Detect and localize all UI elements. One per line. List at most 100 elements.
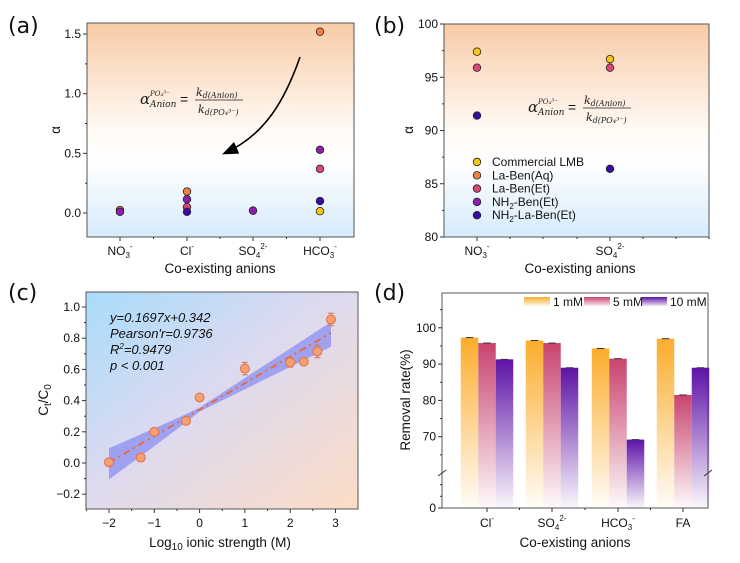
- data-point: [182, 195, 192, 204]
- data-point: [181, 415, 192, 426]
- plot-area-a: [86, 22, 355, 238]
- stats-text-c: y=0.1697x+0.342Pearson'r=0.9736R2=0.9479…: [109, 310, 213, 373]
- legend-label: 5 mM: [613, 295, 643, 309]
- legend-label: 1 mM: [553, 295, 583, 309]
- x-tick-label: 0: [196, 516, 203, 530]
- legend-label: 10 mM: [670, 295, 707, 309]
- y-tick-label: 0.4: [63, 394, 80, 408]
- y-tick-label: 0: [429, 501, 436, 515]
- y-axis-label-b: α: [401, 126, 416, 134]
- stat-line: R2=0.9479: [110, 342, 171, 357]
- legend-swatch: [641, 297, 667, 306]
- data-point: [312, 346, 323, 357]
- panel-c: (c) −0.2 0.0 0.2 0.4 0.6 0.8 1.0 −2 −1 0 1 2 3 y=0.…: [8, 281, 359, 553]
- x-tick-label: SO42-: [596, 242, 625, 260]
- x-tick-label: 1: [242, 516, 249, 530]
- data-point: [605, 63, 615, 72]
- bar: [543, 343, 561, 508]
- x-tick-label: FA: [676, 516, 691, 530]
- y-tick-label: 1.5: [64, 27, 81, 41]
- bar: [525, 340, 544, 508]
- y-tick-label: 90: [425, 124, 439, 138]
- y-tick-label: 100: [418, 17, 438, 31]
- data-point: [182, 187, 192, 196]
- bar: [674, 394, 692, 508]
- x-tick-label: HCO3-: [303, 242, 337, 260]
- y-axis-label-d: Removal rate(%): [398, 349, 413, 450]
- data-point: [315, 164, 325, 174]
- data-point: [194, 392, 205, 403]
- data-point: [104, 457, 114, 468]
- y-tick-label: 70: [423, 430, 437, 444]
- x-axis-label-c: Log10 ionic strength (M): [149, 535, 291, 553]
- panel-label-c: (c): [8, 281, 37, 306]
- legend-label: Commercial LMB: [492, 155, 584, 169]
- panel-label-a: (a): [8, 14, 39, 39]
- formula-alpha: α: [528, 98, 538, 116]
- data-point: [248, 206, 258, 215]
- plot-area-c: [85, 291, 359, 510]
- plot-area-b: [443, 23, 710, 238]
- data-point: [115, 207, 125, 217]
- legend-marker: [472, 157, 482, 167]
- bar: [560, 367, 579, 508]
- y-tick-label: 80: [423, 393, 437, 407]
- x-axis-label-d: Co-existing anions: [519, 535, 630, 550]
- y-tick-label: 0.6: [63, 362, 80, 376]
- x-tick-label: SO42-: [538, 514, 567, 532]
- formula-sup: PO₄³⁻: [149, 90, 170, 98]
- x-tick-label: NO3-: [107, 242, 132, 260]
- y-tick-label: 0.0: [64, 206, 81, 220]
- stat-line: y=0.1697x+0.342: [109, 310, 211, 325]
- formula-sub: Anion: [537, 108, 565, 118]
- legend-marker: [472, 184, 482, 193]
- x-axis-label-a: Co-existing anions: [164, 261, 275, 276]
- x-tick-label: Cl-: [180, 242, 194, 258]
- y-tick-label: 1.0: [64, 87, 81, 101]
- bar: [591, 348, 610, 508]
- data-point: [472, 111, 482, 120]
- data-point: [315, 145, 325, 154]
- legend-label: La-Ben(Et): [492, 182, 550, 196]
- legend-swatch: [584, 297, 610, 306]
- legend-d: 1 mM 5 mM 10 mM: [524, 295, 707, 309]
- data-point: [285, 357, 296, 368]
- data-point: [135, 452, 146, 463]
- x-tick-label: HCO3-: [601, 514, 635, 532]
- legend-marker: [472, 197, 482, 207]
- legend-marker: [472, 171, 482, 180]
- x-tick-label: NO3-: [464, 242, 489, 260]
- legend-marker: [472, 210, 482, 220]
- y-tick-label: 85: [425, 177, 439, 191]
- legend-label: NH2-Ben(Et): [492, 195, 558, 211]
- panel-b: (b) 80 85 90 95 100 NO3- SO42- α Co-existing …: [374, 14, 710, 276]
- bar: [656, 338, 675, 508]
- data-point: [472, 63, 482, 72]
- panel-label-d: (d): [374, 281, 405, 306]
- bar: [626, 439, 645, 508]
- stat-line: p < 0.001: [109, 358, 165, 373]
- data-point: [315, 207, 325, 216]
- x-tick-label: 2: [287, 516, 294, 530]
- formula-alpha: α: [140, 90, 150, 108]
- legend-swatch: [524, 297, 550, 306]
- data-point: [325, 314, 336, 325]
- y-tick-label: 0.2: [63, 425, 80, 439]
- formula-equals: =: [568, 99, 576, 115]
- data-point: [239, 363, 250, 374]
- data-point: [315, 196, 325, 206]
- data-point: [315, 27, 325, 36]
- y-tick-label: 0.8: [63, 331, 80, 345]
- bar: [691, 367, 710, 508]
- y-tick-label: 0.5: [64, 146, 81, 160]
- data-point: [472, 47, 482, 56]
- confidence-band: [109, 321, 331, 480]
- x-tick-label: −1: [147, 516, 161, 530]
- data-point: [605, 54, 615, 64]
- y-tick-label: 95: [425, 70, 439, 84]
- y-tick-label: 1.0: [63, 300, 80, 314]
- x-tick-label: −2: [102, 516, 116, 530]
- x-tick-label: Cl-: [480, 514, 494, 530]
